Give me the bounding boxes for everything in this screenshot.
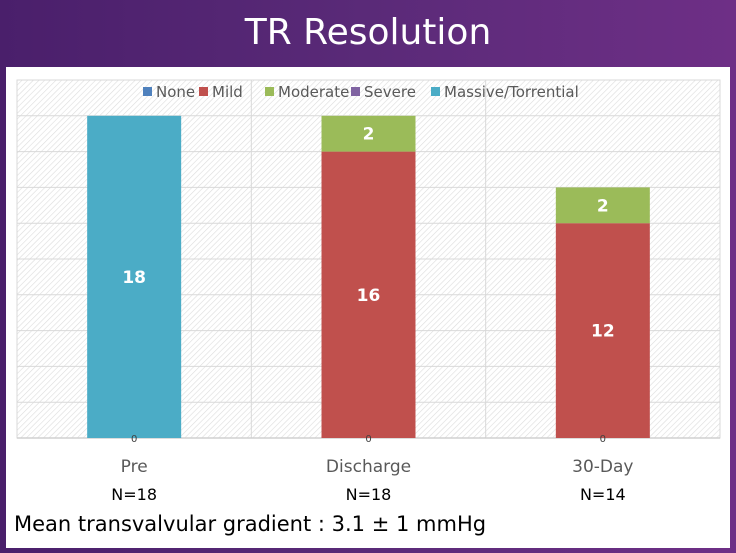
bar-segment-moderate xyxy=(555,187,650,224)
category-label: Pre xyxy=(121,457,148,477)
category-n-label: N=18 xyxy=(111,485,157,504)
bar-segment-moderate xyxy=(321,115,416,152)
category-n-label: N=14 xyxy=(580,485,626,504)
bar-segment-mild xyxy=(321,151,416,438)
data-label-zero: 0 xyxy=(131,434,137,445)
legend-swatch xyxy=(265,87,274,96)
legend-label: Mild xyxy=(212,83,243,101)
bar-segment-massive-torrential xyxy=(87,115,182,439)
legend-label: Moderate xyxy=(278,83,349,101)
footnote: Mean transvalvular gradient : 3.1 ± 1 mm… xyxy=(14,512,487,536)
legend-swatch xyxy=(199,87,208,96)
data-label: 18 xyxy=(122,268,146,288)
data-label: 16 xyxy=(357,286,381,306)
legend-swatch xyxy=(431,87,440,96)
data-label-zero: 0 xyxy=(365,434,371,445)
legend-label: Severe xyxy=(364,83,416,101)
data-label-zero: 0 xyxy=(600,434,606,445)
legend-swatch xyxy=(351,87,360,96)
legend-label: Massive/Torrential xyxy=(444,83,579,101)
bar-segment-mild xyxy=(555,223,650,438)
slide-title: TR Resolution xyxy=(244,12,492,53)
legend-label: None xyxy=(156,83,195,101)
legend-swatch xyxy=(143,87,152,96)
data-label: 12 xyxy=(591,322,615,342)
data-label: 2 xyxy=(363,125,375,145)
category-label: Discharge xyxy=(326,457,411,477)
category-label: 30-Day xyxy=(572,457,633,477)
data-label: 2 xyxy=(597,196,609,216)
category-n-label: N=18 xyxy=(346,485,392,504)
